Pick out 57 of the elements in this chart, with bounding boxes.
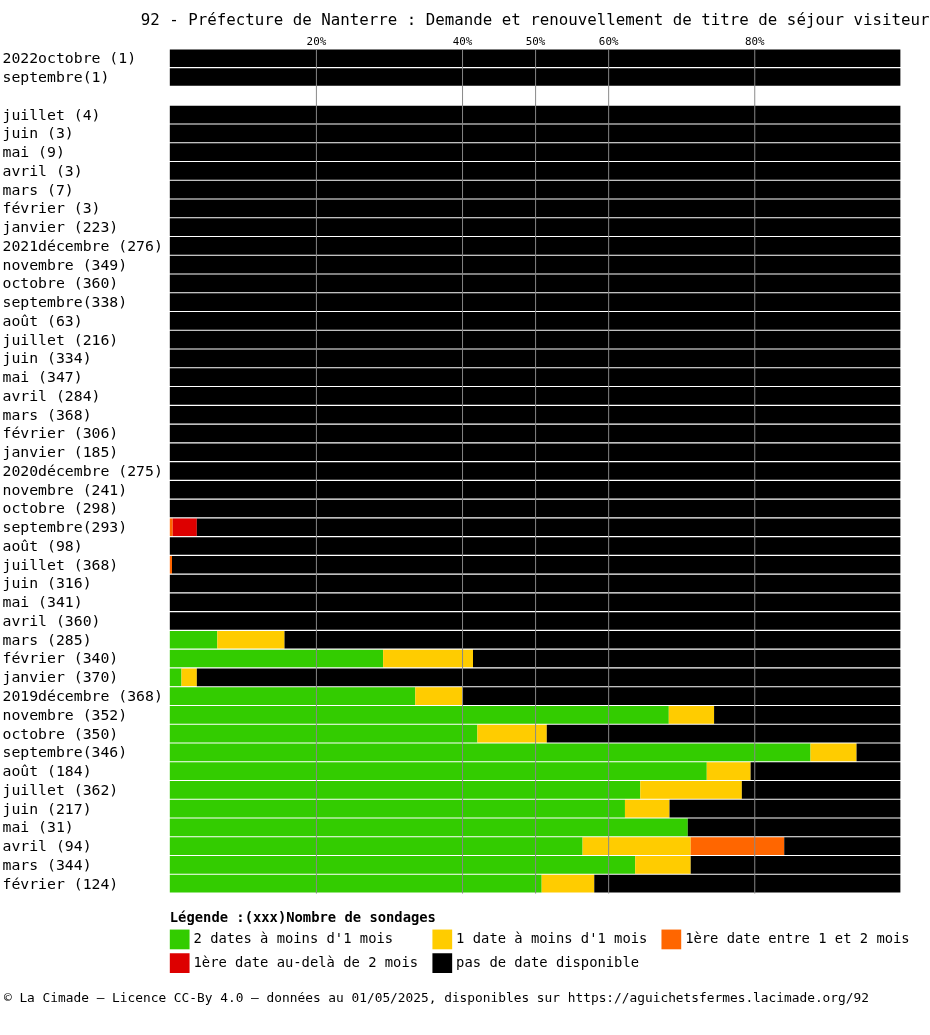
y-tick-label: mai (31) [2, 818, 74, 836]
y-tick-label: 2021décembre (276) [2, 236, 163, 254]
y-tick-label: avril (360) [2, 611, 101, 629]
y-tick-label: mars (368) [2, 405, 92, 423]
y-tick-label: août (184) [2, 762, 92, 780]
y-tick-label: avril (94) [2, 837, 92, 855]
y-tick-label: juin (3) [2, 124, 74, 142]
y-tick-label: novembre (352) [2, 705, 128, 723]
y-tick-label: 2022octobre (1) [2, 49, 137, 67]
y-tick-label: avril (284) [2, 386, 101, 404]
text: © La Cimade — Licence CC-By 4.0 — données au 01/05/2025, disponibles sur https://aguichetsfermes.lacimade.org/92 [3, 989, 869, 1005]
y-tick-label: août (98) [2, 536, 83, 554]
y-tick-label: 2020décembre (275) [2, 461, 163, 479]
y-tick-label: mars (7) [2, 180, 74, 198]
y-tick-label: mai (9) [2, 143, 65, 161]
y-tick-label: février (306) [2, 424, 119, 442]
y-tick-label: septembre(338) [2, 293, 128, 311]
y-tick-label: septembre(346) [2, 743, 128, 761]
y-tick-label: octobre (298) [2, 499, 119, 517]
legend-label: pas de date disponible [456, 954, 640, 971]
y-tick-label: juin (217) [2, 799, 92, 817]
y-tick-label: juillet (4) [2, 105, 101, 123]
y-tick-label: janvier (185) [2, 443, 119, 461]
y-tick-label: janvier (370) [2, 668, 119, 686]
y-tick-label: juillet (362) [2, 780, 119, 798]
x-tick-label: 40% [452, 35, 473, 49]
x-tick-label: 20% [306, 35, 327, 49]
y-tick-label: février (3) [2, 199, 101, 217]
y-tick-label: octobre (350) [2, 724, 119, 742]
y-tick-label: juillet (216) [2, 330, 119, 348]
y-tick-label: mai (347) [2, 368, 83, 386]
x-tick-label: 60% [598, 35, 619, 49]
y-tick-label: novembre (241) [2, 480, 128, 498]
y-tick-label: février (124) [2, 874, 119, 892]
y-tick-label: mai (341) [2, 593, 83, 611]
y-tick-label: octobre (360) [2, 274, 119, 292]
y-tick-label: 2019décembre (368) [2, 687, 163, 704]
legend-label: 2 dates à moins d'1 mois [193, 930, 394, 947]
y-tick-label: juillet (368) [2, 555, 119, 573]
y-tick-label: juin (334) [2, 349, 92, 367]
y-tick-label: avril (3) [2, 161, 83, 179]
y-tick-label: septembre(1) [2, 67, 110, 85]
y-tick-label: février (340) [2, 649, 119, 667]
y-tick-label: janvier (223) [2, 218, 119, 236]
y-tick-label: août (63) [2, 311, 83, 329]
legend-label: 1ère date au-delà de 2 mois [193, 954, 419, 971]
y-tick-label: juin (316) [2, 574, 92, 592]
x-tick-label: 50% [525, 35, 546, 49]
legend-label: 1 date à moins d'1 mois [456, 930, 648, 947]
y-tick-label: septembre(293) [2, 518, 128, 536]
chart-title: 92 - Préfecture de Nanterre : Demande et renouvellement de titre de séjour visiteur [140, 10, 930, 30]
y-tick-label: mars (285) [2, 630, 92, 648]
legend-label: 1ère date entre 1 et 2 mois [685, 930, 910, 947]
x-tick-label: 80% [744, 35, 766, 49]
y-tick-label: novembre (349) [2, 255, 128, 273]
legend-title: Légende :(xxx)Nombre de sondages [169, 908, 436, 925]
y-tick-label: mars (344) [2, 855, 92, 873]
